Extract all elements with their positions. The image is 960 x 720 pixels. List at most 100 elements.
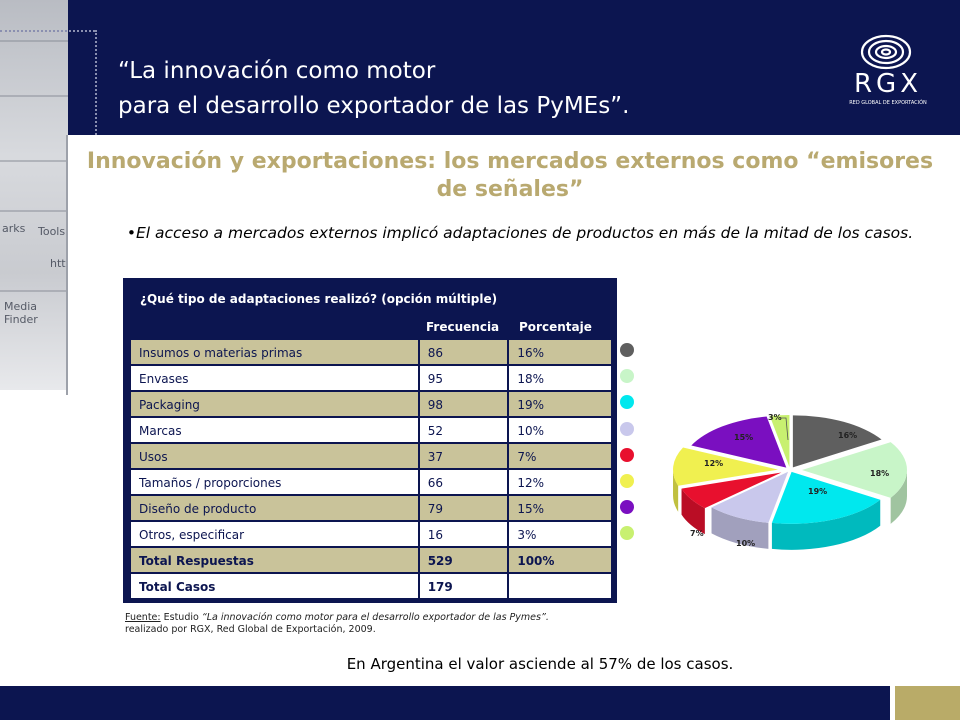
source-note: Fuente: Estudio “La innovación como moto… (125, 612, 625, 636)
pie-slice (771, 471, 881, 524)
row-frequency: 179 (417, 572, 510, 600)
logo-text: RGX (854, 69, 922, 99)
row-frequency: 66 (417, 468, 510, 496)
row-label: Packaging (129, 390, 420, 418)
pie-data-label: 3% (768, 413, 782, 422)
legend-dot (620, 395, 634, 410)
legend-dot (620, 500, 634, 515)
pie-slice-side (771, 499, 881, 550)
table-row: Marcas 52 10% (129, 416, 613, 444)
rgx-logo: RGX RED GLOBAL DE EXPORTACIÓN (849, 34, 927, 106)
adaptations-table: ¿Qué tipo de adaptaciones realizó? (opci… (123, 278, 617, 603)
row-label: Total Casos (129, 572, 420, 600)
decorative-dotted-line (95, 30, 99, 135)
row-percentage: 15% (507, 494, 613, 522)
row-label: Insumos o materias primas (129, 338, 420, 366)
pie-slice (792, 415, 882, 468)
bullet-text: •El acceso a mercados externos implicó a… (126, 224, 914, 242)
legend-dot (620, 343, 634, 357)
side-divider (66, 135, 68, 395)
pie-data-label: 15% (734, 433, 753, 442)
source-label: Fuente: (125, 612, 161, 623)
row-percentage: 100% (507, 546, 613, 574)
table-row: Tamaños / proporciones 66 12% (129, 468, 613, 496)
row-percentage: 7% (507, 442, 613, 470)
row-label: Marcas (129, 416, 420, 444)
table-row: Envases 95 18% (129, 364, 613, 392)
header-banner (0, 0, 960, 135)
title-line-2: para el desarrollo exportador de las PyM… (118, 93, 630, 119)
pie-data-label: 18% (870, 469, 889, 478)
legend-color-dots (618, 343, 638, 548)
row-frequency: 529 (417, 546, 510, 574)
row-frequency: 52 (417, 416, 510, 444)
pie-slice-side (890, 470, 907, 524)
pie-data-label: 7% (690, 529, 704, 538)
table-row-total-cases: Total Casos 179 (129, 572, 613, 600)
footer-note: En Argentina el valor asciende al 57% de… (346, 655, 734, 673)
source-line-2: realizado por RGX, Red Global de Exporta… (125, 624, 376, 635)
side-photo: arks Tools http Media Finder (0, 0, 68, 390)
row-frequency: 98 (417, 390, 510, 418)
logo-subtext: RED GLOBAL DE EXPORTACIÓN (849, 99, 927, 106)
pie-data-label: 19% (808, 487, 827, 496)
footer-accent (895, 686, 960, 720)
table-row-total-responses: Total Respuestas 529 100% (129, 546, 613, 574)
photo-word: Media Finder (4, 300, 38, 326)
row-frequency: 16 (417, 520, 510, 548)
pie-slice-side (681, 488, 705, 535)
table-body: Insumos o materias primas 86 16% Envases… (129, 338, 613, 600)
row-percentage: 16% (507, 338, 613, 366)
footer-bar (0, 686, 890, 720)
legend-dot (620, 369, 634, 384)
pie-slice (681, 472, 782, 509)
table-row: Otros, especificar 16 3% (129, 520, 613, 548)
row-percentage: 12% (507, 468, 613, 496)
pie-slice (711, 471, 789, 523)
photo-word: http (50, 257, 68, 270)
row-label: Envases (129, 364, 420, 392)
section-subtitle: Innovación y exportaciones: los mercados… (86, 149, 934, 202)
table-question: ¿Qué tipo de adaptaciones realizó? (opci… (140, 292, 498, 306)
page-title: “La innovación como motor para el desarr… (118, 54, 678, 124)
row-frequency: 79 (417, 494, 510, 522)
pie-slice (673, 447, 779, 486)
source-study: “La innovación como motor para el desarr… (201, 612, 549, 623)
column-header-frequency: Frecuencia (426, 320, 500, 334)
legend-dot (620, 474, 634, 488)
row-label: Total Respuestas (129, 546, 420, 574)
legend-dot (620, 447, 634, 462)
row-label: Usos (129, 442, 420, 470)
pie-slice-side (673, 469, 679, 512)
row-frequency: 86 (417, 338, 510, 366)
pie-slice-side (711, 507, 769, 549)
table-row: Insumos o materias primas 86 16% (129, 338, 613, 366)
table-row: Packaging 98 19% (129, 390, 613, 418)
row-percentage: 10% (507, 416, 613, 444)
row-label: Tamaños / proporciones (129, 468, 420, 496)
pie-data-label: 12% (704, 459, 723, 468)
source-prefix: Estudio (160, 612, 202, 623)
row-percentage: 19% (507, 390, 613, 418)
pie-data-label: 10% (736, 539, 755, 548)
photo-word: arks (2, 222, 26, 235)
title-line-1: “La innovación como motor (118, 58, 436, 84)
row-label: Otros, especificar (129, 520, 420, 548)
pie-slice (769, 415, 790, 468)
leader-line (780, 417, 789, 441)
table-row: Usos 37 7% (129, 442, 613, 470)
photo-word: Tools (38, 225, 66, 238)
row-label: Diseño de producto (129, 494, 420, 522)
row-percentage: 3% (507, 520, 613, 548)
legend-dot (620, 421, 634, 436)
row-frequency: 37 (417, 442, 510, 470)
table-row: Diseño de producto 79 15% (129, 494, 613, 522)
decorative-dotted-line (0, 30, 95, 34)
pie-slice (691, 416, 787, 468)
pie-chart: 16% 18% 19% 10% 7% 12% 15% 3% (673, 413, 907, 550)
pie-slice (802, 442, 907, 498)
column-header-percentage: Porcentaje (519, 320, 592, 334)
row-percentage (507, 572, 613, 600)
row-frequency: 95 (417, 364, 510, 392)
pie-data-label: 16% (838, 431, 857, 440)
